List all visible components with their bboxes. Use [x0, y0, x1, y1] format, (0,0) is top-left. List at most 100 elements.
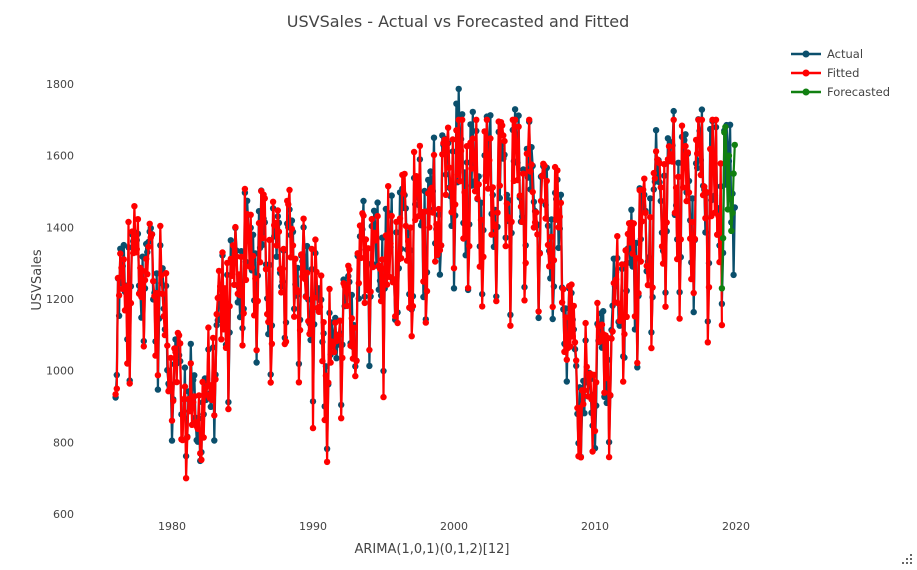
data-point-fitted[interactable] [233, 253, 240, 260]
data-point-fitted[interactable] [647, 214, 654, 221]
data-point-fitted[interactable] [139, 267, 146, 275]
data-point-actual[interactable] [453, 100, 460, 107]
data-point-fitted[interactable] [131, 203, 138, 210]
data-point-forecasted[interactable] [729, 209, 736, 217]
data-point-actual[interactable] [234, 299, 241, 306]
data-point-fitted[interactable] [126, 380, 133, 387]
data-point-actual[interactable] [690, 308, 697, 316]
data-point-fitted[interactable] [450, 265, 458, 272]
data-point-fitted[interactable] [124, 360, 131, 367]
data-point-forecasted[interactable] [725, 152, 733, 159]
data-point-fitted[interactable] [607, 391, 614, 399]
data-point-fitted[interactable] [432, 258, 439, 265]
data-point-fitted[interactable] [377, 297, 385, 305]
data-point-fitted[interactable] [282, 338, 290, 345]
data-point-fitted[interactable] [323, 458, 331, 466]
data-point-fitted[interactable] [521, 297, 528, 304]
data-point-actual[interactable] [628, 206, 635, 213]
data-point-forecasted[interactable] [718, 285, 726, 292]
data-point-fitted[interactable] [533, 209, 540, 216]
data-point-fitted[interactable] [428, 184, 435, 191]
data-point-fitted[interactable] [554, 167, 561, 174]
data-point-forecasted[interactable] [723, 159, 730, 166]
data-point-fitted[interactable] [366, 346, 373, 354]
data-point-fitted[interactable] [670, 116, 677, 124]
data-point-fitted[interactable] [644, 281, 652, 289]
data-point-fitted[interactable] [682, 142, 689, 150]
data-point-fitted[interactable] [469, 135, 476, 142]
data-point-fitted[interactable] [313, 268, 320, 276]
data-point-fitted[interactable] [386, 273, 393, 280]
data-point-fitted[interactable] [322, 372, 330, 379]
data-point-fitted[interactable] [252, 275, 259, 282]
data-point-fitted[interactable] [341, 283, 348, 290]
data-point-fitted[interactable] [563, 356, 570, 363]
data-point-fitted[interactable] [326, 285, 333, 293]
data-point-actual[interactable] [487, 112, 494, 119]
data-point-fitted[interactable] [205, 324, 212, 331]
data-point-fitted[interactable] [259, 234, 266, 242]
data-point-actual[interactable] [535, 314, 542, 322]
data-point-fitted[interactable] [439, 151, 446, 158]
data-point-fitted[interactable] [480, 253, 487, 260]
data-point-fitted[interactable] [267, 379, 274, 386]
data-point-actual[interactable] [450, 285, 458, 292]
data-point-fitted[interactable] [443, 139, 451, 147]
data-point-fitted[interactable] [477, 216, 485, 224]
data-point-actual[interactable] [427, 168, 434, 175]
data-point-fitted[interactable] [589, 448, 596, 455]
data-point-actual[interactable] [600, 308, 607, 315]
data-point-fitted[interactable] [140, 343, 147, 350]
data-point-fitted[interactable] [681, 154, 688, 161]
data-point-fitted[interactable] [268, 340, 276, 347]
data-point-fitted[interactable] [487, 135, 494, 142]
data-point-fitted[interactable] [249, 252, 257, 260]
data-point-fitted[interactable] [262, 266, 270, 273]
data-point-actual[interactable] [557, 191, 565, 198]
data-point-fitted[interactable] [238, 253, 245, 260]
data-point-fitted[interactable] [319, 357, 326, 365]
data-point-fitted[interactable] [718, 321, 726, 329]
data-point-fitted[interactable] [618, 261, 626, 268]
legend[interactable]: Actual Fitted Forecasted [791, 47, 890, 99]
data-point-fitted[interactable] [239, 342, 246, 349]
data-point-fitted[interactable] [535, 308, 542, 315]
data-point-actual[interactable] [370, 207, 378, 214]
data-point-fitted[interactable] [634, 359, 641, 367]
data-point-fitted[interactable] [240, 310, 247, 317]
data-point-fitted[interactable] [423, 287, 431, 295]
data-point-actual[interactable] [549, 315, 556, 323]
data-point-fitted[interactable] [707, 145, 714, 153]
data-point-fitted[interactable] [198, 456, 205, 463]
data-point-fitted[interactable] [569, 333, 576, 340]
data-point-fitted[interactable] [167, 354, 174, 362]
data-point-fitted[interactable] [361, 299, 368, 307]
data-point-actual[interactable] [616, 322, 623, 329]
data-point-fitted[interactable] [617, 313, 624, 320]
data-point-fitted[interactable] [367, 288, 374, 295]
data-point-fitted[interactable] [683, 197, 690, 205]
data-point-fitted[interactable] [241, 185, 249, 193]
data-point-actual[interactable] [366, 362, 373, 370]
data-point-fitted[interactable] [145, 243, 152, 250]
data-point-fitted[interactable] [688, 275, 695, 283]
data-point-fitted[interactable] [388, 212, 395, 220]
data-point-fitted[interactable] [549, 303, 556, 311]
data-point-fitted[interactable] [387, 240, 394, 247]
data-point-fitted[interactable] [558, 299, 566, 306]
data-point-fitted[interactable] [162, 270, 170, 277]
data-point-actual[interactable] [388, 192, 395, 199]
data-point-fitted[interactable] [255, 219, 263, 227]
data-point-actual[interactable] [511, 106, 519, 113]
data-point-fitted[interactable] [394, 319, 401, 327]
data-point-fitted[interactable] [187, 360, 194, 367]
data-point-actual[interactable] [689, 195, 696, 202]
data-point-fitted[interactable] [301, 275, 308, 283]
data-point-fitted[interactable] [568, 281, 575, 288]
data-point-fitted[interactable] [557, 199, 565, 207]
data-point-fitted[interactable] [302, 293, 310, 301]
data-point-fitted[interactable] [280, 245, 287, 253]
data-point-fitted[interactable] [253, 347, 260, 354]
data-point-fitted[interactable] [517, 203, 525, 210]
data-point-fitted[interactable] [219, 249, 226, 256]
